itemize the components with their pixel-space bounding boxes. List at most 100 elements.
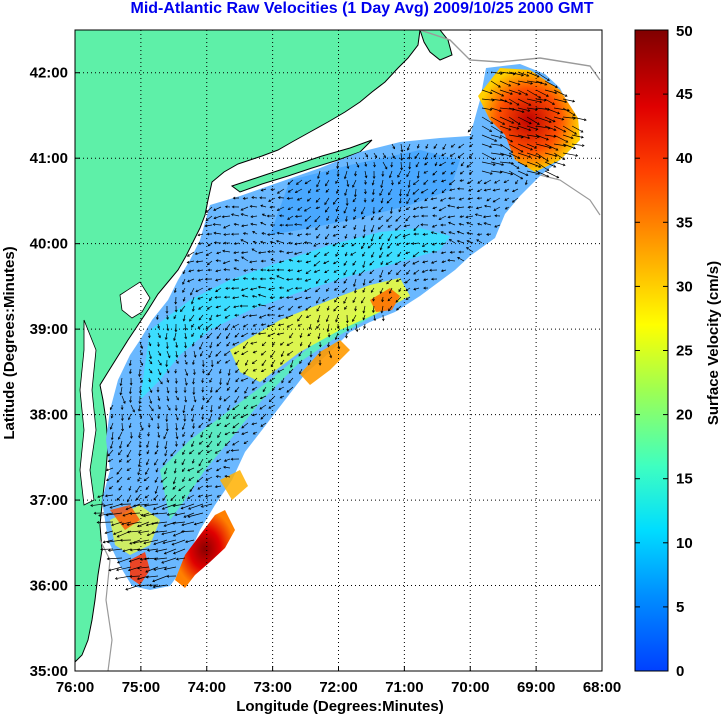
velocity-arrow-head: [364, 175, 368, 179]
velocity-arrow-head: [122, 401, 126, 404]
velocity-arrow-head: [334, 337, 338, 341]
velocity-arrow: [352, 197, 357, 202]
velocity-arrow: [333, 305, 339, 312]
velocity-arrow-head: [192, 381, 195, 385]
velocity-arrow-head: [344, 253, 348, 257]
velocity-arrow-head: [194, 252, 198, 256]
velocity-arrow: [363, 278, 366, 286]
velocity-arrow: [174, 458, 177, 464]
velocity-arrow-head: [126, 444, 130, 448]
velocity-arrow-head: [151, 408, 154, 412]
velocity-arrow-head: [259, 396, 263, 400]
y-tick-label: 37:00: [30, 492, 68, 509]
velocity-arrow: [201, 503, 213, 508]
velocity-arrow-head: [218, 371, 222, 375]
velocity-arrow-head: [156, 426, 160, 430]
velocity-arrow-head: [557, 111, 561, 115]
velocity-arrow: [216, 422, 222, 426]
velocity-arrow: [251, 332, 258, 335]
velocity-arrow-head: [493, 208, 497, 211]
velocity-arrow-head: [234, 313, 238, 317]
velocity-arrow-head: [240, 208, 244, 211]
velocity-arrow-head: [176, 397, 179, 401]
velocity-arrow-head: [207, 287, 211, 291]
velocity-arrow-head: [222, 261, 226, 265]
velocity-arrow-head: [155, 445, 159, 449]
velocity-arrow-head: [367, 245, 371, 249]
velocity-arrow: [277, 206, 285, 211]
velocity-arrow: [162, 494, 168, 501]
velocity-arrow: [386, 215, 393, 222]
velocity-arrow: [197, 269, 204, 272]
velocity-arrow: [147, 431, 150, 437]
velocity-arrow: [466, 240, 474, 244]
velocity-arrow: [395, 215, 402, 222]
velocity-arrow: [439, 206, 447, 212]
velocity-arrow: [157, 395, 160, 401]
velocity-arrow: [504, 179, 510, 183]
velocity-arrow: [352, 314, 357, 322]
velocity-arrow-head: [511, 189, 515, 193]
velocity-arrow-head: [147, 335, 151, 339]
velocity-arrow-head: [172, 533, 176, 537]
velocity-arrow-head: [508, 127, 512, 131]
velocity-arrow-head: [184, 327, 187, 331]
velocity-arrow-head: [384, 166, 388, 170]
velocity-arrow: [306, 314, 312, 318]
velocity-arrow: [126, 458, 132, 463]
velocity-arrow-head: [400, 149, 404, 153]
velocity-arrow-head: [562, 163, 566, 167]
velocity-arrow-head: [294, 242, 298, 246]
velocity-arrow-head: [388, 192, 391, 196]
velocity-arrow-head: [163, 551, 167, 555]
velocity-arrow: [335, 251, 339, 257]
velocity-arrow: [345, 215, 348, 222]
velocity-arrow-head: [467, 197, 471, 201]
velocity-arrow: [553, 143, 566, 147]
velocity-arrow-head: [107, 459, 111, 463]
velocity-arrow: [517, 143, 533, 151]
velocity-arrow-head: [333, 261, 336, 265]
velocity-arrow-head: [413, 278, 417, 282]
velocity-arrow-head: [187, 468, 191, 472]
velocity-arrow: [108, 566, 123, 571]
velocity-arrow: [153, 566, 168, 571]
velocity-arrow: [442, 143, 447, 150]
velocity-arrow: [422, 269, 429, 273]
velocity-arrow-head: [421, 270, 425, 273]
velocity-arrow-head: [250, 287, 253, 291]
velocity-arrow: [109, 503, 123, 509]
velocity-arrow: [345, 251, 348, 257]
velocity-arrow-head: [333, 270, 337, 273]
velocity-arrow-head: [260, 352, 264, 356]
velocity-arrow-head: [315, 206, 319, 210]
velocity-arrow-head: [150, 522, 154, 526]
velocity-arrow: [423, 170, 429, 174]
velocity-arrow-head: [329, 355, 333, 359]
velocity-arrow-head: [288, 380, 292, 384]
velocity-arrow: [148, 368, 153, 374]
velocity-arrow: [162, 458, 168, 465]
y-tick-label: 41:00: [30, 150, 68, 167]
velocity-arrow-head: [400, 158, 404, 161]
velocity-arrow-head: [214, 485, 218, 489]
velocity-arrow-head: [406, 271, 409, 275]
velocity-arrow-head: [368, 280, 372, 284]
velocity-arrow: [137, 548, 150, 551]
velocity-arrow-head: [174, 408, 178, 412]
velocity-arrow: [103, 503, 114, 507]
velocity-arrow-head: [224, 315, 228, 319]
velocity-arrow-head: [260, 416, 264, 420]
velocity-arrow-head: [335, 191, 339, 194]
velocity-arrow-head: [371, 254, 374, 258]
velocity-arrow: [129, 359, 132, 366]
velocity-arrow: [192, 377, 195, 384]
velocity-arrow-head: [332, 243, 336, 247]
velocity-arrow-head: [266, 214, 270, 218]
velocity-arrow: [184, 395, 187, 403]
velocity-arrow-head: [182, 298, 186, 302]
velocity-arrow-head: [175, 427, 179, 431]
velocity-arrow-head: [270, 258, 274, 262]
velocity-arrow: [243, 323, 249, 328]
velocity-arrow: [460, 161, 465, 167]
